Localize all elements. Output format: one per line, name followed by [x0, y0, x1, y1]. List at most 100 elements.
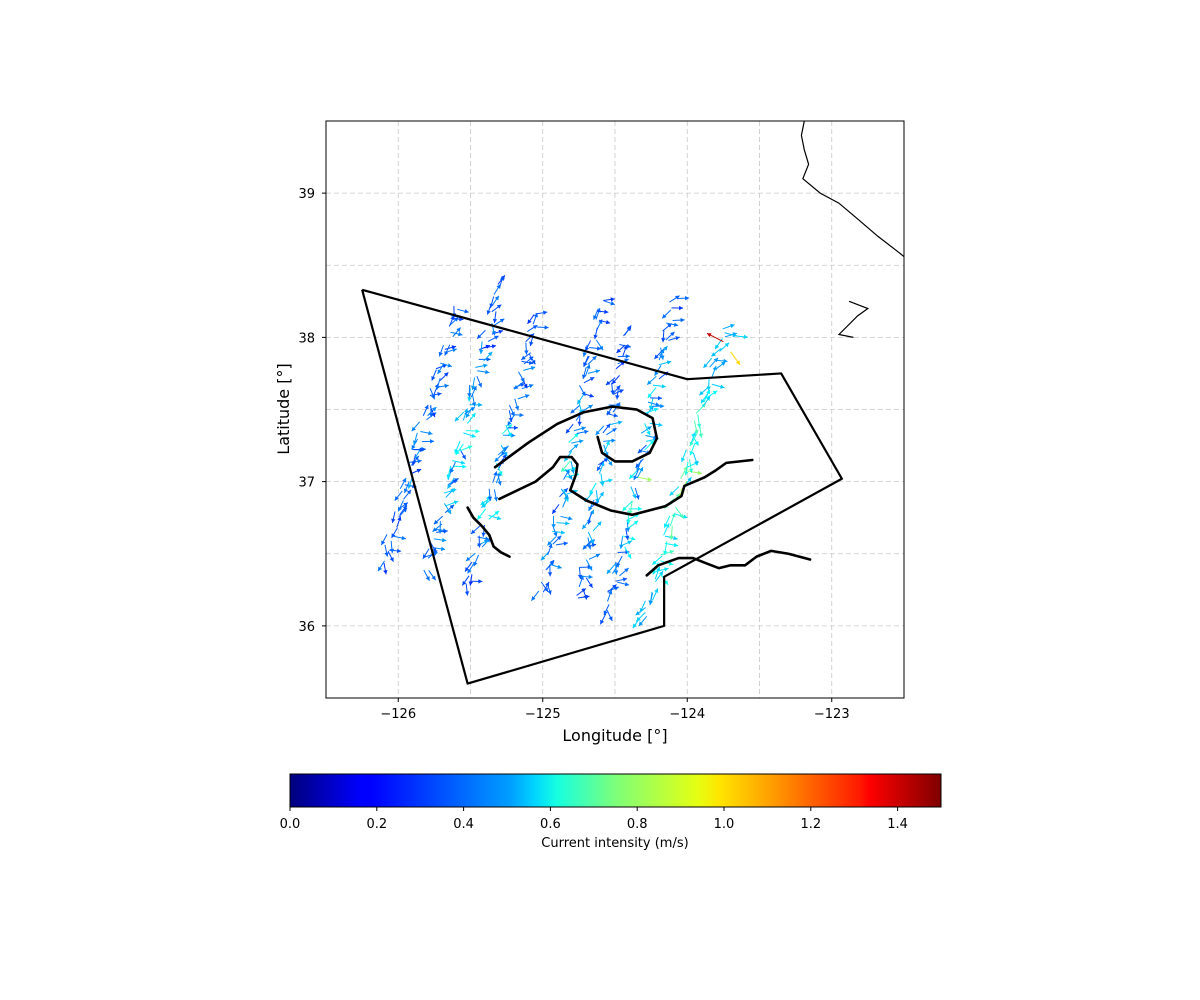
current-arrow — [669, 486, 680, 496]
colorbar-label: Current intensity (m/s) — [541, 836, 688, 851]
current-arrow — [585, 559, 593, 571]
current-arrow — [429, 391, 442, 397]
current-arrow — [551, 515, 556, 529]
current-arrow — [703, 357, 713, 369]
current-arrow — [535, 310, 548, 315]
current-arrow — [463, 432, 476, 438]
y-tick-label: 37 — [298, 476, 315, 491]
current-arrow — [719, 342, 730, 352]
current-arrow — [596, 309, 609, 315]
current-arrow — [606, 589, 613, 602]
current-arrow — [423, 569, 430, 581]
current-arrow — [722, 323, 735, 330]
current-arrow — [518, 371, 525, 383]
current-arrow — [457, 308, 469, 314]
current-arrow — [470, 579, 483, 584]
current-arrow — [443, 488, 457, 494]
current-arrow — [521, 383, 534, 390]
current-arrow — [468, 574, 473, 586]
current-arrow — [431, 369, 437, 381]
current-arrow — [668, 336, 680, 341]
current-arrow — [706, 377, 711, 391]
current-arrow — [588, 499, 595, 512]
current-arrow — [612, 384, 621, 395]
current-arrow — [584, 340, 592, 352]
current-arrow — [449, 461, 456, 474]
drifter-track — [466, 506, 511, 558]
current-arrow — [444, 345, 457, 350]
current-arrow — [552, 535, 562, 545]
current-arrow — [422, 404, 429, 416]
current-arrow — [711, 347, 722, 357]
current-arrow — [433, 537, 447, 543]
current-arrow — [654, 570, 664, 582]
current-arrow — [483, 351, 493, 362]
current-arrow — [491, 304, 502, 313]
current-arrow — [444, 344, 451, 356]
current-arrow — [570, 405, 580, 414]
x-axis-ticks: −126 −125 −124 −123 — [380, 698, 850, 722]
current-arrow — [555, 541, 568, 546]
current-arrow — [619, 536, 624, 549]
colorbar — [289, 773, 942, 808]
current-arrow — [505, 424, 512, 438]
current-arrow — [547, 543, 553, 556]
current-arrow — [660, 347, 665, 360]
current-arrow — [461, 575, 470, 586]
current-arrow — [661, 330, 666, 343]
current-arrow — [581, 367, 587, 380]
current-arrow — [663, 523, 670, 536]
current-arrow — [493, 318, 505, 326]
current-arrow — [617, 354, 630, 359]
current-arrow — [556, 521, 570, 526]
current-arrow — [523, 366, 536, 371]
current-arrow — [583, 376, 595, 384]
current-arrow — [527, 314, 535, 325]
current-arrow — [452, 460, 466, 465]
current-arrow — [577, 567, 583, 579]
current-arrow — [409, 459, 422, 464]
current-arrow — [447, 477, 455, 489]
current-arrow — [397, 500, 404, 512]
current-arrow — [506, 425, 518, 431]
current-arrow — [452, 327, 461, 338]
current-arrow — [613, 562, 619, 575]
current-arrow — [479, 341, 484, 354]
current-arrow — [579, 385, 586, 397]
current-arrow — [603, 438, 616, 443]
current-arrow — [665, 331, 675, 341]
current-arrow — [444, 504, 455, 514]
current-arrow — [660, 549, 675, 556]
current-arrow — [587, 537, 592, 550]
current-arrow — [453, 464, 467, 469]
current-arrow — [521, 360, 534, 365]
colorbar-tick-label: 0.6 — [540, 817, 561, 832]
current-arrow — [412, 432, 418, 445]
current-arrow — [500, 445, 509, 456]
current-arrow — [600, 473, 605, 487]
current-arrow — [464, 583, 470, 596]
y-tick-label: 38 — [298, 331, 315, 346]
current-arrow — [540, 581, 549, 593]
current-arrow — [587, 355, 597, 365]
current-arrow — [607, 584, 617, 593]
current-arrow — [615, 555, 623, 567]
current-arrow — [436, 529, 448, 534]
current-arrow — [524, 342, 529, 355]
current-arrow — [465, 406, 473, 418]
x-axis-title: Longitude [°] — [562, 726, 667, 745]
current-arrow — [630, 486, 637, 499]
current-arrow — [664, 542, 679, 548]
current-arrow — [619, 567, 629, 577]
current-arrow — [624, 528, 630, 540]
current-arrow — [499, 276, 505, 288]
current-arrow — [384, 544, 389, 557]
current-arrow — [602, 423, 611, 434]
current-arrow — [475, 363, 488, 368]
current-arrow — [605, 377, 616, 386]
current-arrow — [659, 345, 668, 357]
current-arrow — [576, 429, 589, 435]
current-arrow — [470, 385, 477, 398]
drifter-track — [493, 405, 659, 469]
